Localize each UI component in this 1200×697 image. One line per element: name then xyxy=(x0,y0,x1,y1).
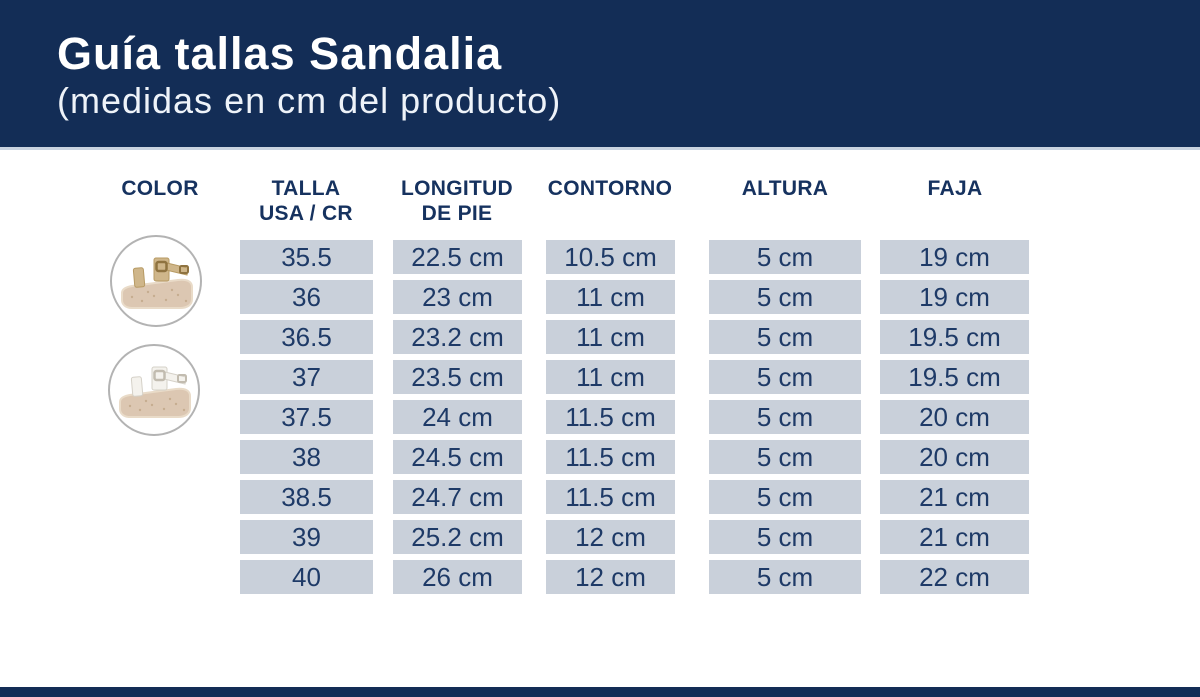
cell-faja: 20 cm xyxy=(880,440,1029,474)
cell-altura: 5 cm xyxy=(709,560,861,594)
gold-sandal-illustration xyxy=(121,257,193,309)
cell-longitud: 24 cm xyxy=(393,400,522,434)
column-header-talla-line2: USA / CR xyxy=(259,202,353,225)
cell-contorno: 12 cm xyxy=(546,560,675,594)
white-sandal-image xyxy=(108,344,200,436)
table-row: 38.5 24.7 cm 11.5 cm 5 cm 21 cm xyxy=(0,480,1200,514)
cell-faja: 19.5 cm xyxy=(880,360,1029,394)
table-row: 38 24.5 cm 11.5 cm 5 cm 20 cm xyxy=(0,440,1200,474)
cell-faja: 19 cm xyxy=(880,280,1029,314)
cell-talla: 40 xyxy=(240,560,373,594)
cell-longitud: 24.7 cm xyxy=(393,480,522,514)
footer-band xyxy=(0,687,1200,697)
table-row: 35.5 22.5 cm 10.5 cm 5 cm 19 cm xyxy=(0,240,1200,274)
column-header-longitud: LONGITUD DE PIE xyxy=(387,176,527,226)
table-row: 36.5 23.2 cm 11 cm 5 cm 19.5 cm xyxy=(0,320,1200,354)
column-header-faja: FAJA xyxy=(885,176,1025,201)
table-row: 37.5 24 cm 11.5 cm 5 cm 20 cm xyxy=(0,400,1200,434)
cell-contorno: 11 cm xyxy=(546,360,675,394)
cell-altura: 5 cm xyxy=(709,520,861,554)
column-header-altura-line1: ALTURA xyxy=(741,177,829,200)
cell-talla: 38.5 xyxy=(240,480,373,514)
table-row: 36 23 cm 11 cm 5 cm 19 cm xyxy=(0,280,1200,314)
cell-altura: 5 cm xyxy=(709,480,861,514)
cell-talla: 36 xyxy=(240,280,373,314)
cell-talla: 37 xyxy=(240,360,373,394)
column-header-color-line1: COLOR xyxy=(121,177,199,200)
header-band: Guía tallas Sandalia (medidas en cm del … xyxy=(0,0,1200,150)
cell-altura: 5 cm xyxy=(709,360,861,394)
cell-altura: 5 cm xyxy=(709,280,861,314)
table-row: 39 25.2 cm 12 cm 5 cm 21 cm xyxy=(0,520,1200,554)
table-row: 40 26 cm 12 cm 5 cm 22 cm xyxy=(0,560,1200,594)
column-header-longitud-line2: DE PIE xyxy=(421,202,493,225)
white-sandal-illustration xyxy=(119,366,191,418)
cell-talla: 37.5 xyxy=(240,400,373,434)
cell-longitud: 22.5 cm xyxy=(393,240,522,274)
cell-longitud: 26 cm xyxy=(393,560,522,594)
column-header-faja-line1: FAJA xyxy=(927,177,983,200)
size-table-rows: 35.5 22.5 cm 10.5 cm 5 cm 19 cm 36 23 cm… xyxy=(0,240,1200,600)
cell-longitud: 25.2 cm xyxy=(393,520,522,554)
cell-talla: 36.5 xyxy=(240,320,373,354)
cell-talla: 35.5 xyxy=(240,240,373,274)
cell-faja: 20 cm xyxy=(880,400,1029,434)
cell-faja: 22 cm xyxy=(880,560,1029,594)
cell-altura: 5 cm xyxy=(709,400,861,434)
cell-talla: 38 xyxy=(240,440,373,474)
cell-altura: 5 cm xyxy=(709,320,861,354)
cell-contorno: 12 cm xyxy=(546,520,675,554)
cell-faja: 19 cm xyxy=(880,240,1029,274)
page-subtitle: (medidas en cm del producto) xyxy=(57,80,562,122)
cell-contorno: 11.5 cm xyxy=(546,400,675,434)
cell-altura: 5 cm xyxy=(709,440,861,474)
cell-faja: 19.5 cm xyxy=(880,320,1029,354)
cell-contorno: 10.5 cm xyxy=(546,240,675,274)
cell-longitud: 23 cm xyxy=(393,280,522,314)
page-title: Guía tallas Sandalia xyxy=(57,28,503,79)
cell-longitud: 23.5 cm xyxy=(393,360,522,394)
column-header-talla: TALLA USA / CR xyxy=(236,176,376,226)
column-header-altura: ALTURA xyxy=(715,176,855,201)
cell-longitud: 24.5 cm xyxy=(393,440,522,474)
cell-longitud: 23.2 cm xyxy=(393,320,522,354)
column-header-contorno: CONTORNO xyxy=(540,176,680,201)
column-header-longitud-line1: LONGITUD xyxy=(400,177,514,200)
cell-contorno: 11.5 cm xyxy=(546,440,675,474)
cell-contorno: 11 cm xyxy=(546,280,675,314)
gold-sandal-image xyxy=(110,235,202,327)
cell-altura: 5 cm xyxy=(709,240,861,274)
cell-talla: 39 xyxy=(240,520,373,554)
cell-faja: 21 cm xyxy=(880,520,1029,554)
cell-contorno: 11 cm xyxy=(546,320,675,354)
column-header-color: COLOR xyxy=(100,176,220,201)
table-row: 37 23.5 cm 11 cm 5 cm 19.5 cm xyxy=(0,360,1200,394)
cell-faja: 21 cm xyxy=(880,480,1029,514)
cell-contorno: 11.5 cm xyxy=(546,480,675,514)
column-header-talla-line1: TALLA xyxy=(271,177,341,200)
column-header-contorno-line1: CONTORNO xyxy=(547,177,673,200)
